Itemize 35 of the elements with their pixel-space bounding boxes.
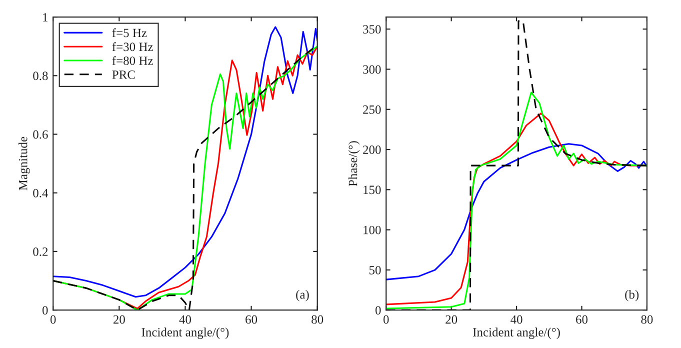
x-tick-label: 60: [576, 315, 588, 324]
y-tick-label: 0: [42, 306, 48, 315]
annotation: (b): [625, 290, 639, 302]
y-axis-title: Phase/(°): [348, 141, 360, 186]
y-tick-label: 0.8: [33, 72, 48, 80]
x-tick-label: 40: [179, 315, 192, 324]
y-tick-label: 0.2: [33, 247, 48, 256]
x-tick-label: 20: [113, 315, 125, 324]
y-tick-label: 0: [375, 306, 381, 315]
y-tick-label: 100: [364, 226, 381, 234]
y-tick-label: 1: [43, 13, 48, 22]
legend-label: f=30 Hz: [112, 42, 153, 52]
y-tick-label: 0.4: [33, 188, 48, 198]
legend-label: f=80 Hz: [112, 56, 153, 65]
y-tick-label: 50: [369, 266, 381, 274]
x-axis-title: Incident angle/(°): [473, 328, 560, 340]
x-tick-label: 20: [446, 315, 458, 324]
y-tick-label: 200: [363, 146, 381, 154]
y-tick-label: 300: [363, 65, 381, 74]
y-tick-label: 250: [363, 105, 381, 114]
y-tick-label: 150: [364, 186, 381, 194]
x-tick-label: 80: [312, 315, 324, 324]
legend-label: PRC: [112, 70, 135, 79]
x-tick-label: 0: [383, 315, 389, 324]
x-tick-label: 0: [50, 315, 56, 324]
y-tick-label: 0.6: [33, 130, 48, 139]
x-tick-label: 80: [641, 315, 653, 324]
x-axis-title: Incident angle/(°): [142, 328, 229, 340]
y-axis-title: Magnitude: [18, 136, 30, 190]
line-series: [386, 143, 647, 280]
legend-label: f=5 Hz: [112, 28, 147, 38]
y-tick-label: 350: [363, 25, 381, 34]
x-tick-label: 40: [510, 315, 522, 324]
x-tick-label: 60: [246, 315, 258, 324]
annotation: (a): [296, 290, 309, 302]
